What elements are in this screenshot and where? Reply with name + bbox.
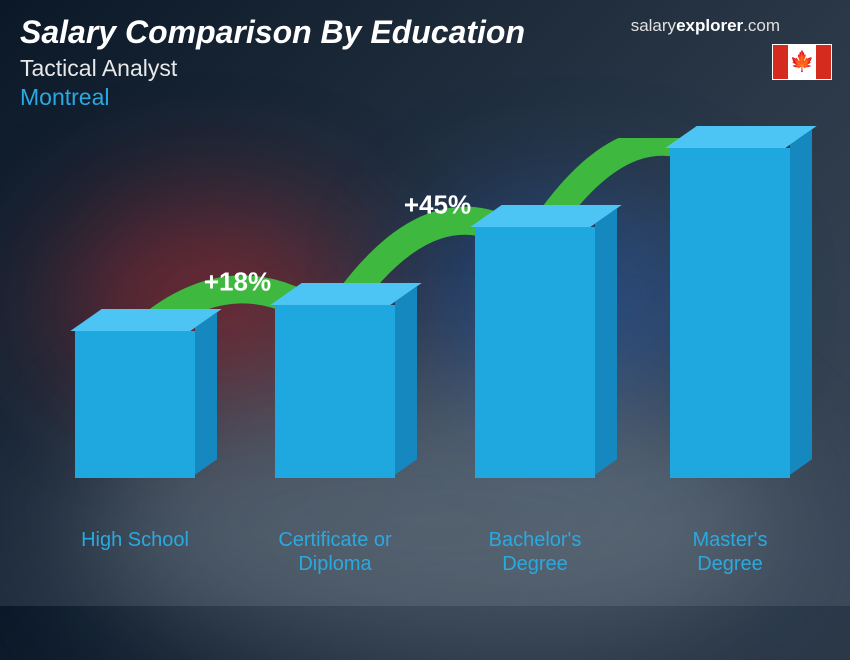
flag-band-left (773, 45, 788, 79)
maple-leaf-icon: 🍁 (790, 52, 815, 72)
location: Montreal (20, 84, 830, 111)
bar-front (475, 227, 595, 478)
canada-flag: 🍁 (772, 44, 832, 80)
bar-label: Certificate orDiploma (255, 528, 415, 578)
bar-side (195, 312, 217, 474)
brand-prefix: salary (631, 16, 676, 35)
bar-group: 94,100 CADCertificate orDiploma (255, 355, 415, 578)
salary-bar-chart: +18% +45% +31% 80,000 CADHigh School94,100… (30, 138, 810, 578)
bar-front (75, 331, 195, 478)
increase-label: +45% (404, 189, 471, 219)
bar-front (275, 305, 395, 478)
brand-bold: explorer (676, 16, 743, 35)
bar (75, 331, 195, 478)
bar-label: High School (55, 528, 215, 578)
bar (670, 148, 790, 478)
bar-group: 179,000 CADMaster'sDegree (650, 198, 810, 578)
bar-side (595, 208, 617, 474)
brand-suffix: .com (743, 16, 780, 35)
bar (475, 227, 595, 478)
bar-side (395, 286, 417, 474)
bar-group: 80,000 CADHigh School (55, 381, 215, 578)
increase-label: +18% (204, 267, 271, 297)
increase-label: +31% (601, 138, 668, 140)
flag-band-right (816, 45, 831, 79)
subtitle: Tactical Analyst (20, 55, 830, 82)
brand: salaryexplorer.com (631, 16, 780, 36)
bar (275, 305, 395, 478)
bar-front (670, 148, 790, 478)
bar-label: Master'sDegree (650, 528, 810, 578)
bar-label: Bachelor'sDegree (455, 528, 615, 578)
bar-side (790, 129, 812, 474)
bar-group: 136,000 CADBachelor'sDegree (455, 277, 615, 578)
